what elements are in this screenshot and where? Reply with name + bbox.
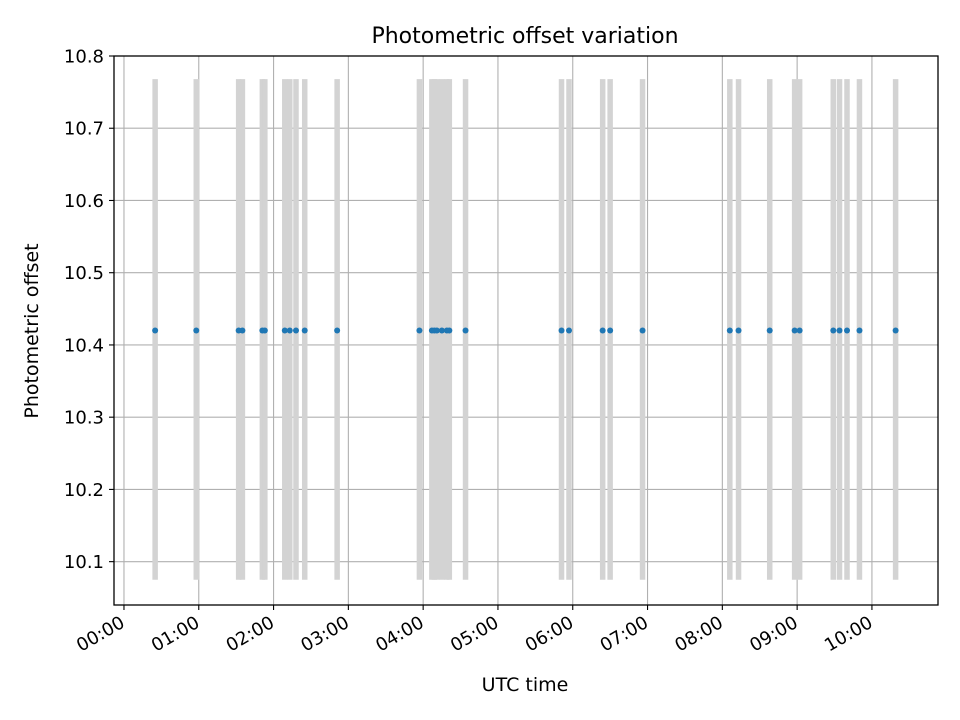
data-point (830, 327, 837, 334)
x-tick-label: 02:00 (223, 612, 278, 656)
y-tick-label: 10.7 (64, 119, 104, 140)
data-point (796, 327, 803, 334)
data-point (599, 327, 606, 334)
x-axis-ticks: 00:00 01:00 02:00 03:00 04:00 05:00 06:00 07:00… (73, 605, 876, 656)
data-point (726, 327, 733, 334)
y-tick-label: 10.1 (64, 552, 104, 573)
data-point (433, 327, 440, 334)
data-point (791, 327, 798, 334)
data-point (193, 327, 200, 334)
chart-title: Photometric offset variation (371, 24, 678, 49)
y-tick-label: 10.4 (64, 335, 104, 356)
x-tick-label: 01:00 (148, 612, 203, 656)
data-point (239, 327, 246, 334)
data-point (766, 327, 773, 334)
data-point (892, 327, 899, 334)
y-axis-ticks: 10.1 10.2 10.3 10.4 10.5 10.6 10.7 10.8 (64, 47, 114, 573)
x-tick-label: 06:00 (522, 612, 577, 656)
data-point (566, 327, 573, 334)
x-tick-label: 04:00 (372, 612, 427, 656)
data-point (843, 327, 850, 334)
y-tick-label: 10.2 (64, 480, 104, 501)
data-point (286, 327, 293, 334)
data-point (639, 327, 646, 334)
data-point (261, 327, 268, 334)
data-points (152, 327, 899, 334)
data-point (293, 327, 300, 334)
data-point (462, 327, 469, 334)
data-point (735, 327, 742, 334)
data-point (301, 327, 308, 334)
data-point (856, 327, 863, 334)
data-point (446, 327, 453, 334)
x-axis-label: UTC time (482, 674, 569, 696)
x-tick-label: 08:00 (671, 612, 726, 656)
data-point (334, 327, 341, 334)
plot-frame (113, 55, 939, 606)
x-tick-label: 00:00 (73, 612, 128, 656)
x-tick-label: 03:00 (297, 612, 352, 656)
data-point (416, 327, 423, 334)
y-tick-label: 10.8 (64, 47, 104, 68)
x-tick-label: 10:00 (821, 612, 876, 656)
y-axis-label: Photometric offset (21, 243, 43, 418)
data-point (438, 327, 445, 334)
data-point (607, 327, 614, 334)
data-point (836, 327, 843, 334)
x-tick-label: 05:00 (447, 612, 502, 656)
y-tick-label: 10.6 (64, 191, 104, 212)
x-tick-label: 09:00 (746, 612, 801, 656)
y-tick-label: 10.5 (64, 263, 104, 284)
data-point (281, 327, 288, 334)
data-point (152, 327, 159, 334)
x-tick-label: 07:00 (597, 612, 652, 656)
data-point (558, 327, 565, 334)
y-tick-label: 10.3 (64, 408, 104, 429)
